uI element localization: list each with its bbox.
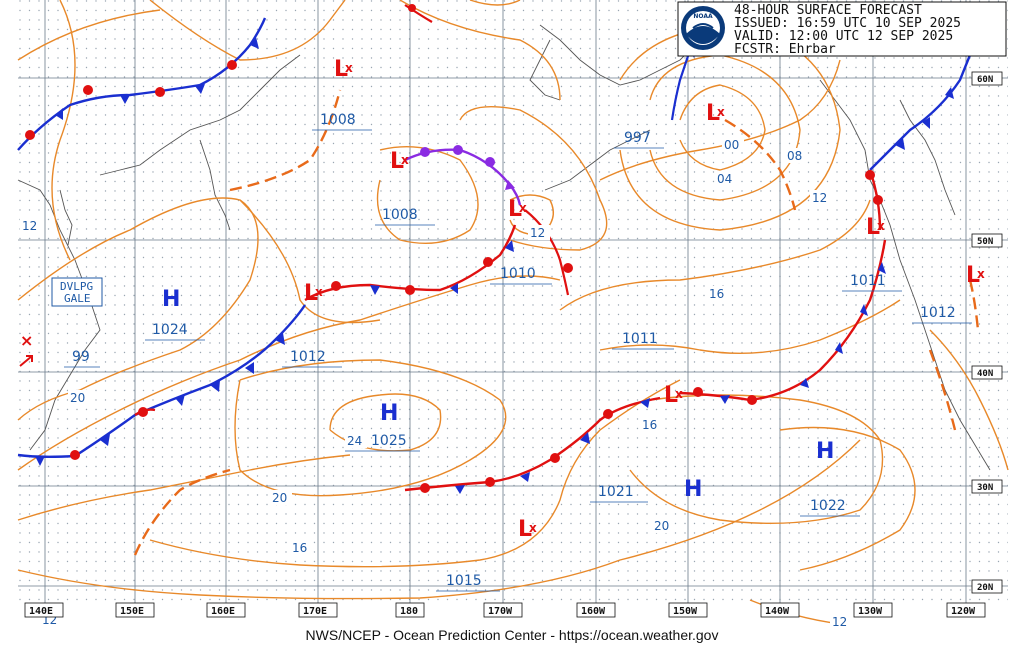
isobar-label: 16 [642,418,657,432]
longitude-labels: 140E 150E 160E 170E 180 170W 160W 150W 1… [24,602,986,618]
isobar-label: 20 [654,519,669,533]
header-forecaster: FCSTR: Ehrbar [734,42,836,57]
gale-line1: DVLPG [60,280,93,293]
occluded-front [404,145,522,206]
front-northeast [865,54,972,231]
high-centers: H H H H [162,287,834,502]
isobar-label: 04 [717,172,732,186]
svg-text:x: x [675,387,683,401]
coastlines [17,19,991,471]
front-northwest [17,17,267,151]
pressure-value: 99 [72,349,90,365]
svg-text:x: x [401,153,409,167]
pressure-value: 1021 [598,484,634,500]
movement-arrow [19,355,33,367]
lon-label: 170W [488,606,513,617]
cold-front-west [17,304,306,466]
high-symbol: H [380,401,398,426]
high-symbol: H [816,439,834,464]
latitude-labels: 60N 50N 40N 30N 20N [971,71,1003,594]
lon-label: 160W [581,606,606,617]
svg-text:x: x [519,201,527,215]
svg-text:x: x [345,61,353,75]
lon-label: 140E [29,606,53,617]
high-symbol: H [684,477,702,502]
lat-label: 60N [977,75,993,85]
pressure-value: 1011 [850,273,886,289]
low-symbol: L [866,215,880,240]
credit-line: NWS/NCEP - Ocean Prediction Center - htt… [306,627,719,643]
isobar-label: 20 [272,491,287,505]
lat-label: 50N [977,237,993,247]
low-symbol: L [334,57,348,82]
isobar-label: 08 [787,149,802,163]
lat-label: 30N [977,483,993,493]
lon-label: 150E [120,606,144,617]
lon-label: 120W [951,606,976,617]
isobar-label: 12 [832,615,847,629]
isobars [17,0,1009,626]
pressure-value: 1024 [152,322,188,338]
low-symbol: L [966,263,980,288]
isobar-label: 12 [530,226,545,240]
low-centers: Lx Lx Lx Lx Lx Lx Lx Lx Lx × [19,57,985,542]
pressure-value: 1008 [382,207,418,223]
lat-label: 40N [977,369,993,379]
isobar-label: 12 [812,191,827,205]
svg-text:x: x [315,285,323,299]
isobar-label: 20 [70,391,85,405]
lon-label: 140W [765,606,790,617]
lon-label: 170E [303,606,327,617]
map-background [18,0,1008,608]
isobar-label: 12 [22,219,37,233]
header-title: 48-HOUR SURFACE FORECAST [734,3,922,18]
warm-front-small [524,209,573,296]
lat-label: 20N [977,583,993,593]
header-issued: ISSUED: 16:59 UTC 10 SEP 2025 [734,16,961,31]
low-symbol: L [518,517,532,542]
svg-text:x: x [877,219,885,233]
pressure-value: 1022 [810,498,846,514]
troughs [133,89,980,556]
header-valid: VALID: 12:00 UTC 12 SEP 2025 [734,29,953,44]
svg-text:x: x [529,521,537,535]
warm-front-south [404,396,661,494]
pressure-value: 1011 [622,331,658,347]
lon-label: 180 [400,606,418,617]
lon-label: 160E [211,606,235,617]
isobar-labels: 12 20 24 20 16 12 16 16 20 12 00 04 08 1… [20,137,852,629]
low-symbol: L [390,149,404,174]
svg-text:x: x [977,267,985,281]
isobar-label: 24 [347,434,362,448]
pressure-value: 997 [624,130,651,146]
svg-text:x: x [717,105,725,119]
low-symbol: L [706,101,720,126]
pressure-values: 1024 1025 1021 1022 1008 1008 997 1010 1… [64,112,972,592]
pressure-value: 1010 [500,266,536,282]
pressure-value: 1012 [290,349,326,365]
warm-front-central [304,224,517,302]
developing-gale-warning: DVLPG GALE [51,277,103,307]
low-symbol: L [304,281,318,306]
low-symbol: L [664,383,678,408]
isobar-label: 00 [724,138,739,152]
gale-line2: GALE [64,292,91,305]
isobar-label: 16 [709,287,724,301]
pressure-value: 1008 [320,112,356,128]
pressure-value: 1012 [920,305,956,321]
lon-label: 150W [673,606,698,617]
forecast-header: NOAA 48-HOUR SURFACE FORECAST ISSUED: 16… [677,1,1007,57]
pressure-value: 1025 [371,433,407,449]
svg-text:NOAA: NOAA [693,13,713,20]
warm-front-east [679,239,887,405]
low-symbol: L [508,197,522,222]
isobar-label: 16 [292,541,307,555]
high-symbol: H [162,287,180,312]
noaa-logo: NOAA [681,6,725,50]
pressure-value: 1015 [446,573,482,589]
lon-label: 130W [858,606,883,617]
low-position-marker: × [20,331,33,350]
